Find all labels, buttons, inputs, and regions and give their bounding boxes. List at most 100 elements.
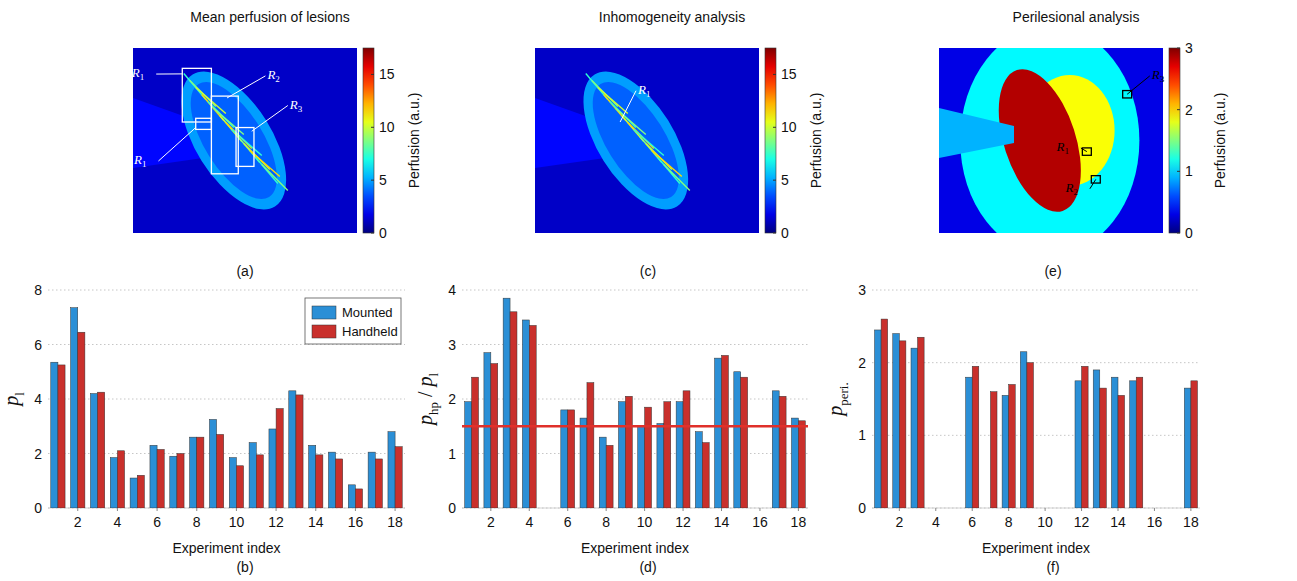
colorbar-tick-label: 15	[781, 66, 797, 82]
colorbar-tick-label: 10	[781, 119, 797, 135]
perfusion-image	[939, 48, 1163, 233]
label-part: p	[824, 406, 847, 418]
bar	[722, 355, 729, 508]
bar	[1020, 352, 1027, 508]
x-tick-label: 12	[675, 514, 691, 530]
bar	[1148, 508, 1155, 509]
roi-label: R1	[1055, 139, 1068, 156]
bar	[1173, 508, 1180, 509]
bar	[1100, 388, 1107, 508]
bar	[51, 362, 58, 508]
x-tick	[529, 508, 530, 511]
bar	[236, 466, 243, 508]
lesion-core	[576, 69, 696, 213]
x-tick	[972, 508, 973, 511]
bar	[510, 312, 517, 508]
bar	[599, 437, 606, 508]
bar	[276, 409, 283, 508]
bar	[1111, 377, 1118, 508]
vessel-streak	[658, 158, 680, 184]
bar	[190, 437, 197, 508]
bar	[491, 364, 498, 508]
x-tick	[935, 508, 936, 511]
roi-arrow	[227, 76, 265, 98]
x-axis-title: Experiment index	[172, 540, 280, 556]
vessel-streak	[262, 165, 288, 191]
label-part: p	[414, 377, 437, 389]
legend-swatch	[312, 306, 336, 319]
y-tick-label: 1	[858, 427, 866, 443]
bar	[972, 366, 979, 508]
perfusion-image	[133, 48, 357, 233]
colorbar-tick-label: 1	[1185, 163, 1193, 179]
x-tick	[117, 508, 118, 511]
bar	[256, 455, 263, 508]
roi-label-sub: 1	[142, 159, 147, 169]
bar	[150, 445, 157, 508]
bar	[197, 437, 204, 508]
x-tick-label: 10	[1037, 514, 1053, 530]
roi-arrow	[1090, 179, 1096, 188]
vessel-streak	[598, 88, 628, 114]
colorbar-tick-label: 5	[379, 172, 387, 188]
roi-label-text: R	[266, 67, 275, 82]
x-tick-label: 10	[229, 514, 245, 530]
x-tick	[236, 508, 237, 511]
roi-label-text: R	[1055, 139, 1064, 154]
bar	[676, 402, 683, 508]
colorbar-tick-label: 3	[1185, 40, 1193, 56]
bar	[911, 348, 918, 508]
vessel-streak	[634, 130, 664, 156]
lesion	[160, 54, 307, 226]
bar	[522, 320, 529, 508]
bar	[1118, 395, 1125, 508]
x-tick	[683, 508, 684, 511]
y-tick-label: 2	[858, 355, 866, 371]
bar	[117, 451, 124, 508]
x-tick	[1045, 508, 1046, 511]
bars	[875, 319, 1198, 508]
vessel-streak	[214, 109, 244, 135]
y-tick-label: 0	[448, 500, 456, 516]
bar	[772, 391, 779, 508]
x-tick	[721, 508, 722, 511]
roi-label-sub: 1	[140, 72, 145, 82]
image-background	[133, 48, 357, 233]
roi-label-sub: 2	[275, 74, 280, 84]
colorbar-tick	[1177, 48, 1180, 49]
x-tick	[644, 508, 645, 511]
roi-arrow	[1127, 76, 1150, 94]
vessel-streak	[652, 151, 682, 177]
bar	[1093, 370, 1100, 508]
x-tick-label: 16	[752, 514, 768, 530]
colorbar-tick	[1177, 233, 1180, 234]
x-tick-label: 14	[1110, 514, 1126, 530]
y-tick-label: 4	[34, 391, 42, 407]
colorbar-tick	[371, 127, 374, 128]
panel-letter: (d)	[639, 559, 656, 575]
label-subscript: l	[426, 373, 441, 377]
bar	[355, 489, 362, 508]
colorbar-tick-label: 10	[379, 119, 395, 135]
bar	[734, 372, 741, 508]
roi-label: R3	[1151, 67, 1165, 84]
roi-label-text: R	[1151, 67, 1160, 82]
x-tick-label: 18	[791, 514, 807, 530]
x-tick-label: 6	[968, 514, 976, 530]
y-tick-label: 2	[34, 446, 42, 462]
colorbar-tick-label: 0	[1185, 225, 1193, 241]
x-tick	[798, 508, 799, 511]
label-subscript: peri.	[836, 382, 851, 405]
bars	[462, 298, 808, 508]
x-tick	[606, 508, 607, 511]
x-tick-label: 4	[932, 514, 940, 530]
bar-chart: 0123424681012141618Experiment indexphp /…	[414, 282, 808, 575]
figure: Mean perfusion of lesionsR1R2R3R1051015P…	[0, 0, 1297, 581]
roi-label: R2	[1064, 180, 1077, 197]
x-tick-label: 10	[637, 514, 653, 530]
bar	[1045, 508, 1052, 509]
y-tick-label: 8	[34, 282, 42, 298]
y-tick-label: 3	[448, 337, 456, 353]
panel-letter: (c)	[640, 263, 656, 279]
roi-arrow	[156, 73, 182, 74]
